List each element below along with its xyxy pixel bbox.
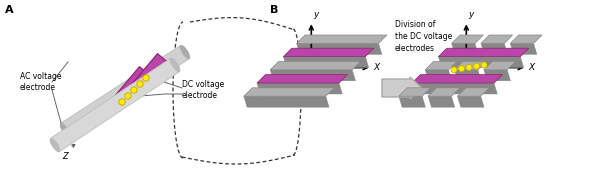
Ellipse shape bbox=[50, 138, 60, 152]
Ellipse shape bbox=[180, 45, 190, 59]
Text: Z: Z bbox=[62, 152, 68, 161]
Polygon shape bbox=[244, 88, 334, 96]
Polygon shape bbox=[283, 48, 374, 57]
Polygon shape bbox=[51, 58, 180, 152]
Polygon shape bbox=[428, 96, 455, 107]
Polygon shape bbox=[438, 48, 529, 57]
Polygon shape bbox=[270, 70, 356, 81]
Polygon shape bbox=[399, 96, 425, 107]
Polygon shape bbox=[481, 43, 508, 54]
Polygon shape bbox=[510, 35, 542, 43]
Polygon shape bbox=[428, 88, 460, 96]
Polygon shape bbox=[438, 57, 524, 68]
Polygon shape bbox=[61, 45, 189, 137]
Polygon shape bbox=[297, 35, 387, 43]
Circle shape bbox=[119, 99, 125, 105]
Polygon shape bbox=[425, 70, 452, 81]
Circle shape bbox=[466, 64, 472, 70]
Ellipse shape bbox=[50, 138, 60, 152]
Text: Z: Z bbox=[262, 91, 267, 100]
Circle shape bbox=[474, 63, 479, 69]
Ellipse shape bbox=[60, 123, 70, 137]
Circle shape bbox=[451, 67, 457, 73]
Circle shape bbox=[458, 66, 465, 72]
Circle shape bbox=[131, 87, 137, 93]
Text: Z: Z bbox=[416, 91, 422, 100]
Polygon shape bbox=[399, 88, 431, 96]
Polygon shape bbox=[484, 70, 511, 81]
Polygon shape bbox=[452, 35, 484, 43]
Polygon shape bbox=[244, 96, 329, 107]
Polygon shape bbox=[484, 61, 515, 70]
Circle shape bbox=[143, 75, 149, 81]
Polygon shape bbox=[412, 83, 497, 94]
Circle shape bbox=[125, 93, 131, 99]
Text: A: A bbox=[5, 5, 14, 15]
Polygon shape bbox=[481, 35, 512, 43]
Polygon shape bbox=[425, 61, 457, 70]
Polygon shape bbox=[270, 61, 360, 70]
Circle shape bbox=[481, 62, 487, 68]
Ellipse shape bbox=[170, 58, 180, 72]
Text: B: B bbox=[270, 5, 279, 15]
Circle shape bbox=[137, 81, 143, 87]
Polygon shape bbox=[458, 88, 489, 96]
Polygon shape bbox=[51, 58, 180, 152]
Polygon shape bbox=[412, 75, 502, 83]
Text: Division of
the DC voltage
electrodes: Division of the DC voltage electrodes bbox=[395, 20, 452, 53]
Polygon shape bbox=[128, 54, 167, 96]
Polygon shape bbox=[455, 70, 481, 81]
Text: X: X bbox=[373, 63, 380, 72]
Text: y: y bbox=[468, 10, 474, 19]
Text: AC voltage
electrode: AC voltage electrode bbox=[20, 72, 61, 92]
Polygon shape bbox=[257, 75, 348, 83]
Polygon shape bbox=[297, 43, 382, 54]
FancyArrow shape bbox=[382, 77, 422, 99]
Polygon shape bbox=[452, 43, 478, 54]
Text: y: y bbox=[313, 10, 319, 19]
Polygon shape bbox=[111, 67, 150, 109]
Polygon shape bbox=[283, 57, 369, 68]
Polygon shape bbox=[458, 96, 484, 107]
Polygon shape bbox=[510, 43, 537, 54]
Ellipse shape bbox=[170, 58, 180, 72]
Polygon shape bbox=[257, 83, 342, 94]
Text: X: X bbox=[529, 63, 535, 72]
Text: DC voltage
electrode: DC voltage electrode bbox=[182, 80, 224, 100]
Polygon shape bbox=[455, 61, 487, 70]
